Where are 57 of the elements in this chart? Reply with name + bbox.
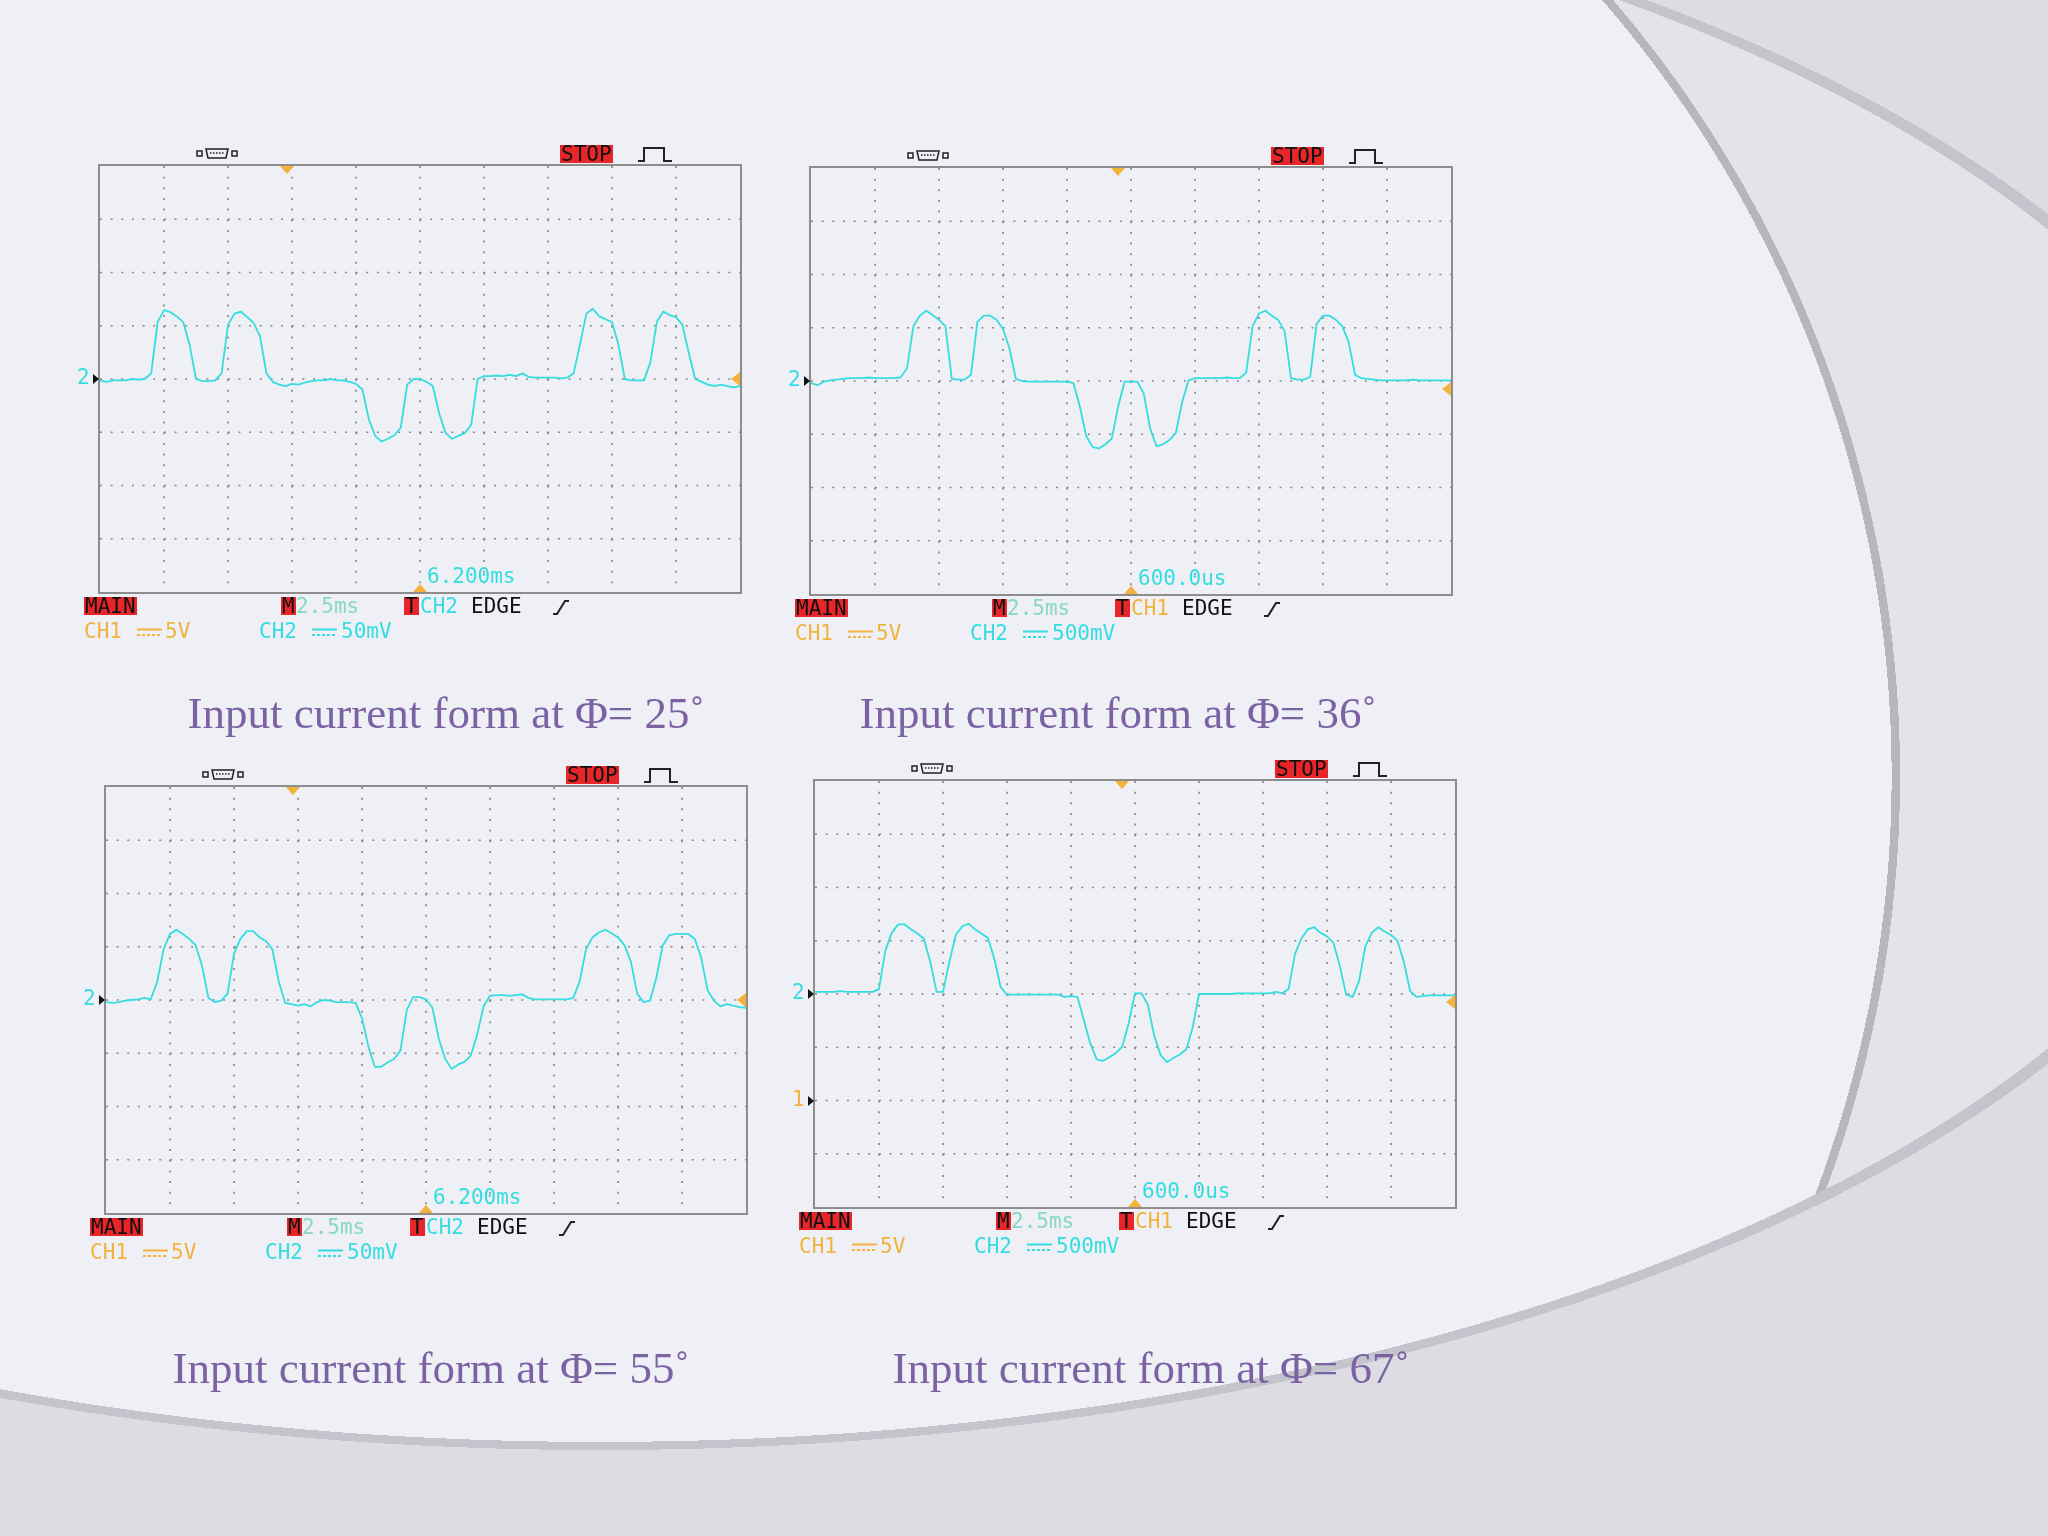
- text: T: [1116, 596, 1129, 620]
- text: 6.200ms: [427, 564, 516, 588]
- text: EDGE: [471, 594, 522, 618]
- text: 2.5ms: [1007, 596, 1071, 620]
- text: 50mV: [347, 1240, 398, 1264]
- text: EDGE: [1186, 1209, 1237, 1233]
- text: Input current form at Φ= 25˚: [187, 688, 705, 738]
- text: M: [288, 1215, 301, 1239]
- text: CH2: [426, 1215, 464, 1239]
- text: CH1: [84, 619, 122, 643]
- text: STOP: [1276, 757, 1327, 781]
- text: T: [1120, 1209, 1133, 1233]
- text: 50mV: [341, 619, 392, 643]
- text: STOP: [1272, 144, 1323, 168]
- text: STOP: [567, 763, 618, 787]
- text: EDGE: [1182, 596, 1233, 620]
- text: 5V: [171, 1240, 197, 1264]
- text: T: [411, 1215, 424, 1239]
- text: CH2: [974, 1234, 1012, 1258]
- text: 5V: [165, 619, 191, 643]
- text: 2: [792, 980, 805, 1004]
- text: 2.5ms: [302, 1215, 366, 1239]
- text: 600.0us: [1142, 1179, 1231, 1203]
- text: 500mV: [1052, 621, 1116, 645]
- text: 500mV: [1056, 1234, 1120, 1258]
- text: CH1: [90, 1240, 128, 1264]
- text: 2.5ms: [296, 594, 360, 618]
- text: CH2: [420, 594, 458, 618]
- text: CH2: [265, 1240, 303, 1264]
- text: MAIN: [800, 1209, 851, 1233]
- text: Input current form at Φ= 55˚: [172, 1343, 690, 1393]
- text: 600.0us: [1138, 566, 1227, 590]
- text: Input current form at Φ= 36˚: [859, 688, 1377, 738]
- text: CH1: [799, 1234, 837, 1258]
- text: 5V: [880, 1234, 906, 1258]
- text: CH1: [1131, 596, 1169, 620]
- text: 5V: [876, 621, 902, 645]
- text: 2: [788, 367, 801, 391]
- text: 2: [77, 365, 90, 389]
- text: MAIN: [796, 596, 847, 620]
- text: 6.200ms: [433, 1185, 522, 1209]
- text: EDGE: [477, 1215, 528, 1239]
- text: 2: [83, 986, 96, 1010]
- text: 1: [792, 1086, 805, 1111]
- text: T: [405, 594, 418, 618]
- text: M: [997, 1209, 1010, 1233]
- text: CH2: [970, 621, 1008, 645]
- text: MAIN: [91, 1215, 142, 1239]
- text: Input current form at Φ= 67˚: [892, 1343, 1410, 1393]
- text: M: [993, 596, 1006, 620]
- text: CH1: [795, 621, 833, 645]
- text: CH2: [259, 619, 297, 643]
- text: 2.5ms: [1011, 1209, 1075, 1233]
- text: CH1: [1135, 1209, 1173, 1233]
- text: MAIN: [85, 594, 136, 618]
- text: M: [282, 594, 295, 618]
- text: STOP: [561, 142, 612, 166]
